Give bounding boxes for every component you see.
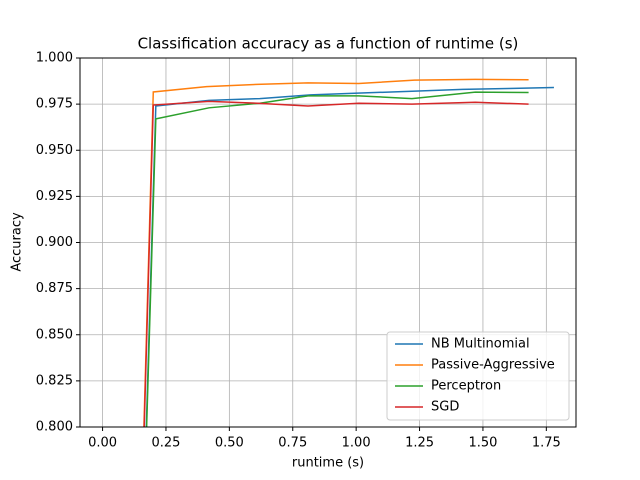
series-line: [145, 86, 554, 427]
ticks: 0.00 0.25 0.50 0.75 1.00 1.25 1.50 1.75 0.800 0.8…: [36, 51, 561, 451]
legend-label: NB Multinomial: [431, 337, 530, 352]
series-line: [143, 100, 529, 427]
y-tick-label: 0.950: [36, 143, 73, 158]
series-line: [145, 91, 529, 427]
legend-box: [386, 331, 570, 421]
x-tick-label: 0.25: [151, 436, 180, 451]
y-tick-label: 0.850: [36, 327, 73, 342]
y-tick-label: 0.875: [36, 281, 73, 296]
plot-area: [143, 78, 554, 427]
legend: NB Multinomial Passive-Aggressive Perceptr…: [386, 331, 570, 421]
y-tick-label: 1.000: [36, 51, 73, 66]
y-tick-label: 0.825: [36, 373, 73, 388]
y-tick-label: 0.975: [36, 97, 73, 112]
x-tick-label: 1.25: [405, 436, 434, 451]
x-tick-label: 1.00: [342, 436, 371, 451]
x-tick-label: 0.00: [88, 436, 117, 451]
legend-label: SGD: [431, 400, 459, 415]
x-tick-label: 1.75: [532, 436, 561, 451]
y-tick-label: 0.900: [36, 235, 73, 250]
chart-title: Classification accuracy as a function of…: [138, 35, 519, 53]
legend-label: Passive-Aggressive: [431, 358, 555, 373]
series-line: [143, 78, 529, 427]
y-axis-label: Accuracy: [10, 212, 25, 272]
x-tick-label: 0.75: [278, 436, 307, 451]
x-axis-label: runtime (s): [292, 456, 364, 471]
legend-label: Perceptron: [431, 379, 501, 394]
y-tick-label: 0.800: [36, 420, 73, 435]
x-tick-label: 0.50: [215, 436, 244, 451]
x-tick-label: 1.50: [468, 436, 497, 451]
y-tick-label: 0.925: [36, 189, 73, 204]
